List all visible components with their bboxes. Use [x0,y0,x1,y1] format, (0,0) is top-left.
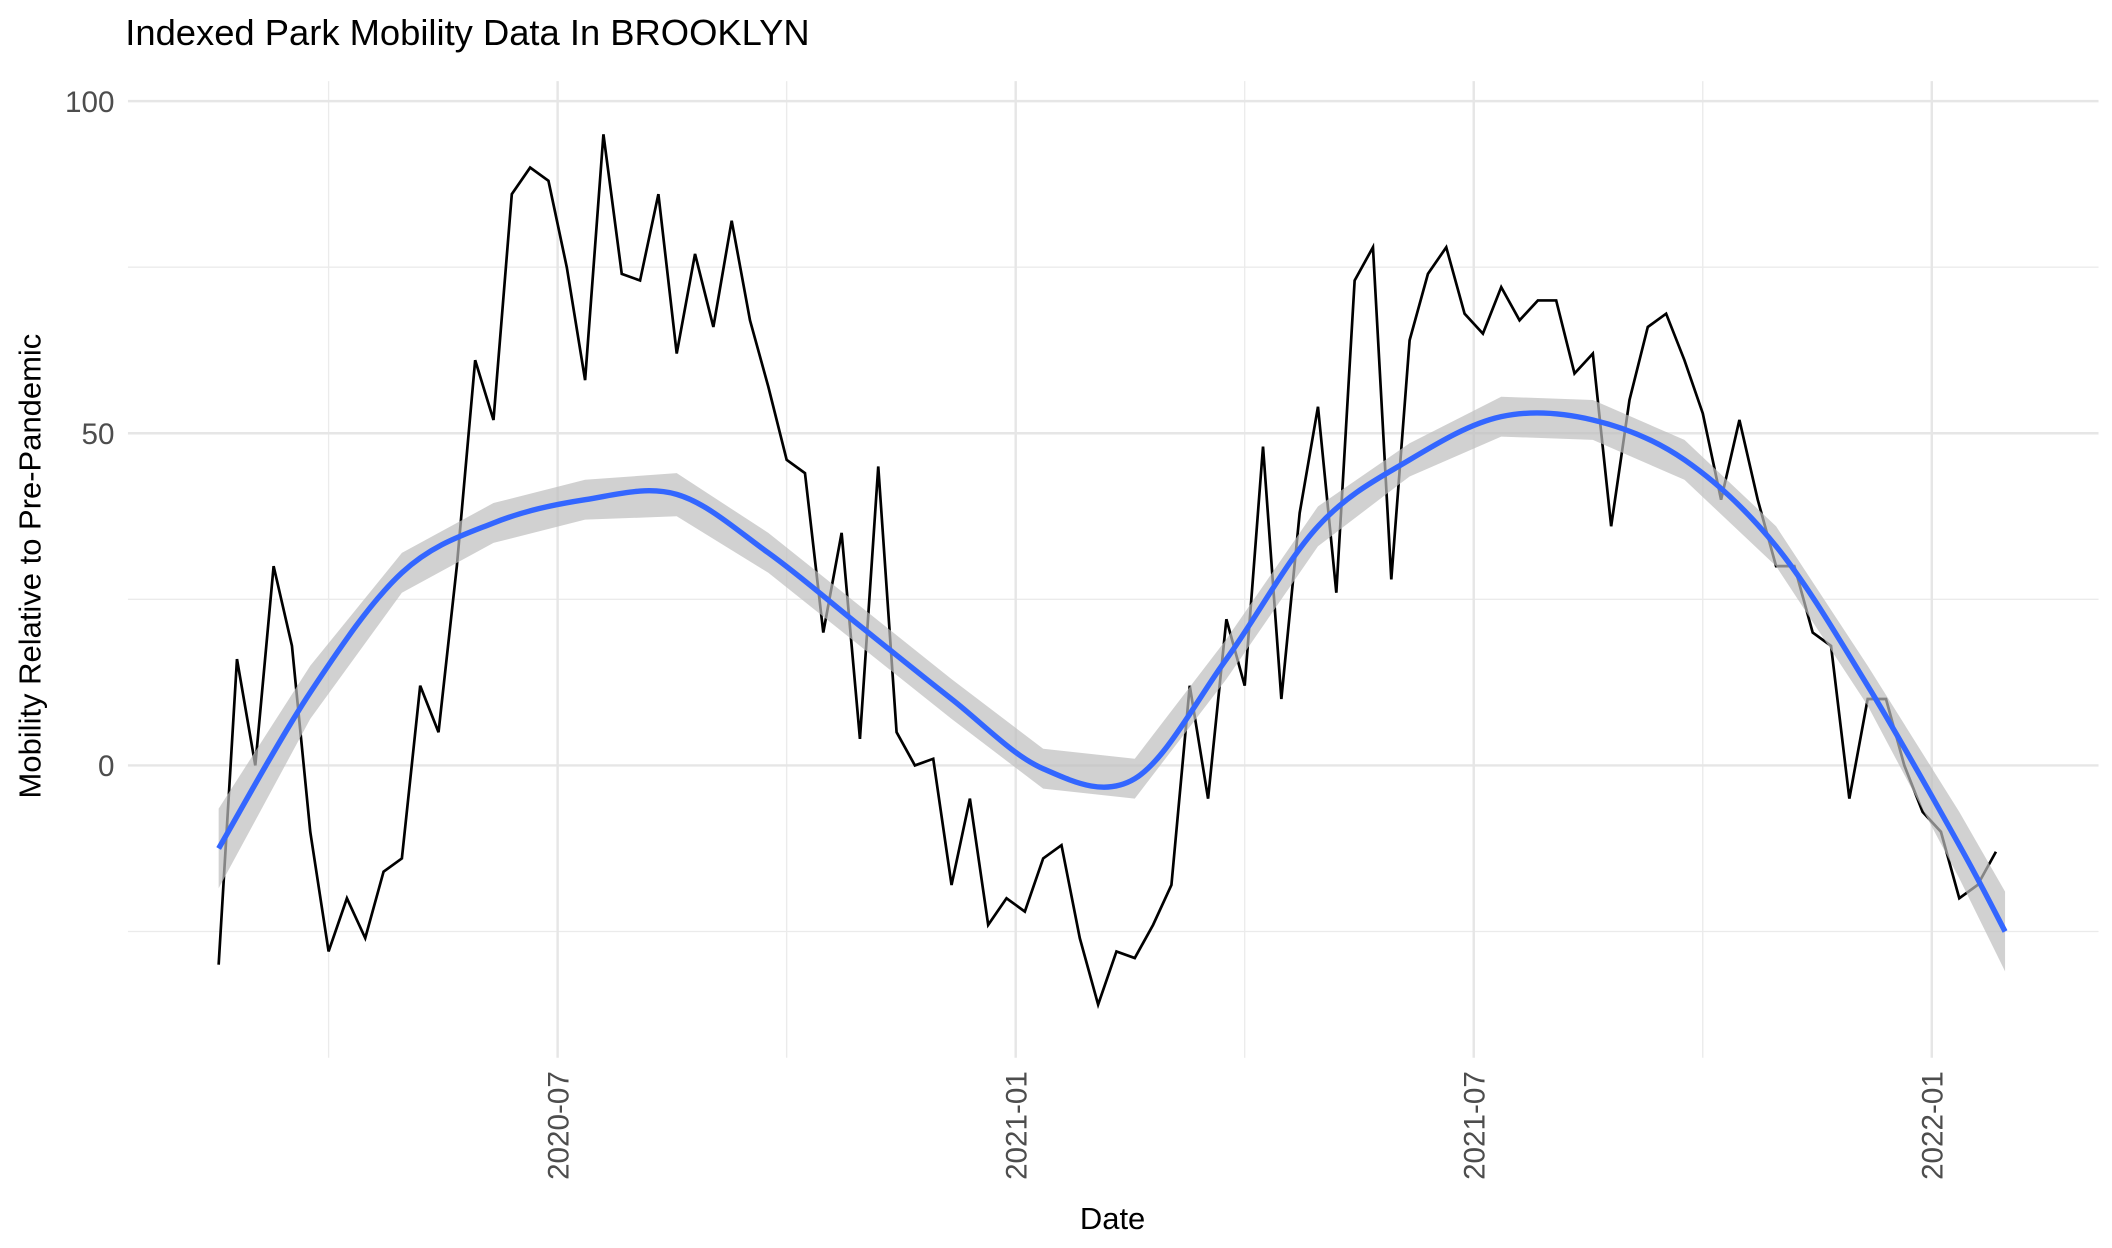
chart-title: Indexed Park Mobility Data In BROOKLYN [125,12,809,53]
y-tick-label: 0 [98,750,114,783]
y-tick-label: 50 [82,418,115,451]
x-tick-label: 2021-01 [1000,1071,1033,1180]
x-tick-label: 2021-07 [1459,1071,1492,1180]
x-tick-label: 2020-07 [542,1071,575,1180]
y-tick-label: 100 [65,86,114,119]
confidence-band [218,396,2006,972]
y-axis-title: Mobility Relative to Pre-Pandemic [12,334,47,799]
smooth-line [216,410,2008,933]
x-axis-title: Date [1080,1201,1145,1236]
data-line [217,134,1998,1010]
x-tick-label: 2022-01 [1917,1071,1950,1180]
